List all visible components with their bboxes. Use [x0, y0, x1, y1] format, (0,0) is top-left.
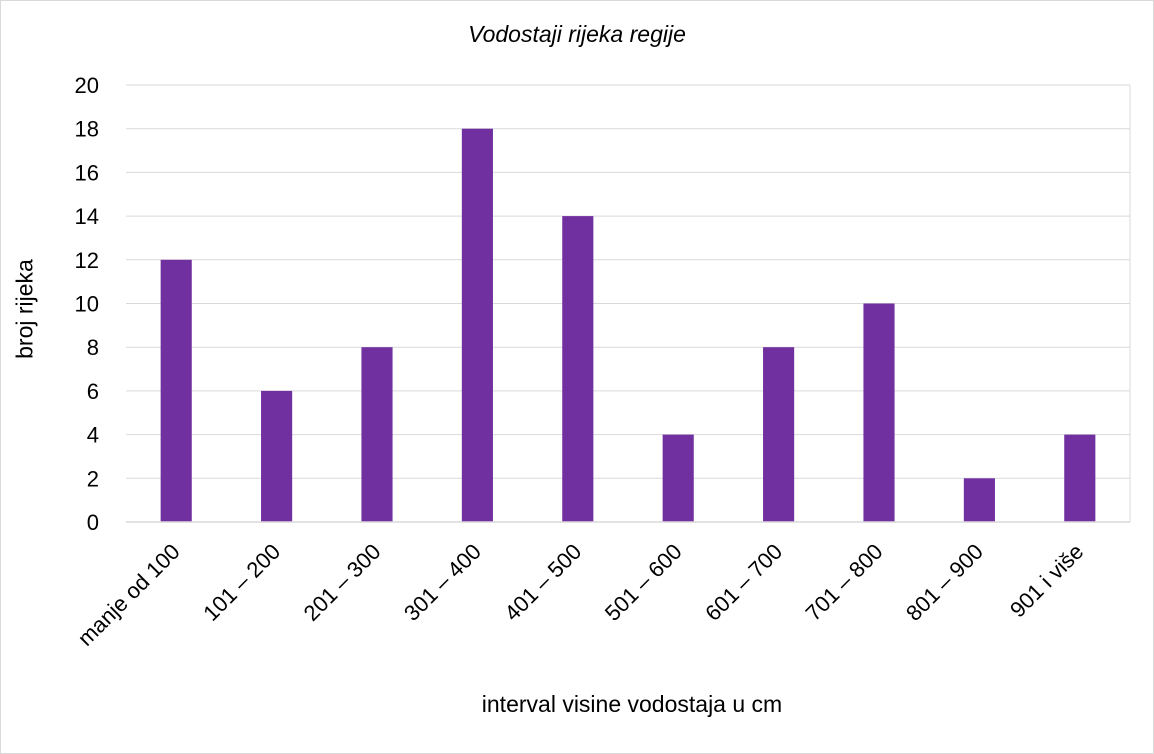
x-tick-label: 301 – 400: [399, 539, 486, 626]
x-tick-label: 701 – 800: [801, 539, 888, 626]
bar: [160, 259, 192, 522]
bar: [361, 347, 393, 522]
y-tick-label: 4: [87, 423, 99, 448]
y-tick-label: 18: [75, 117, 99, 142]
x-tick-label: 801 – 900: [901, 539, 988, 626]
y-tick-label: 20: [75, 73, 99, 98]
bar: [562, 216, 594, 522]
x-tick-label: 101 – 200: [198, 539, 285, 626]
bar: [261, 390, 293, 522]
y-tick-label: 0: [87, 510, 99, 535]
y-tick-label: 10: [75, 292, 99, 317]
bar: [763, 347, 795, 522]
y-tick-label: 16: [75, 160, 99, 185]
y-tick-label: 6: [87, 379, 99, 404]
x-tick-label: 201 – 300: [299, 539, 386, 626]
bar: [1064, 434, 1096, 522]
x-tick-label: manje od 100: [73, 539, 185, 651]
x-tick-label: 901 i više: [1005, 539, 1088, 622]
bar: [662, 434, 694, 522]
y-tick-label: 12: [75, 248, 99, 273]
x-tick-label: 401 – 500: [499, 539, 586, 626]
x-tick-label: 601 – 700: [700, 539, 787, 626]
bar: [963, 478, 995, 522]
y-tick-label: 8: [87, 335, 99, 360]
bar: [461, 128, 493, 522]
y-tick-label: 14: [75, 204, 99, 229]
bar: [863, 303, 895, 522]
x-tick-label: 501 – 600: [600, 539, 687, 626]
x-axis-label: interval visine vodostaja u cm: [481, 691, 783, 717]
y-tick-label: 2: [87, 466, 99, 491]
chart-title: Vodostaji rijeka regije: [468, 21, 686, 47]
